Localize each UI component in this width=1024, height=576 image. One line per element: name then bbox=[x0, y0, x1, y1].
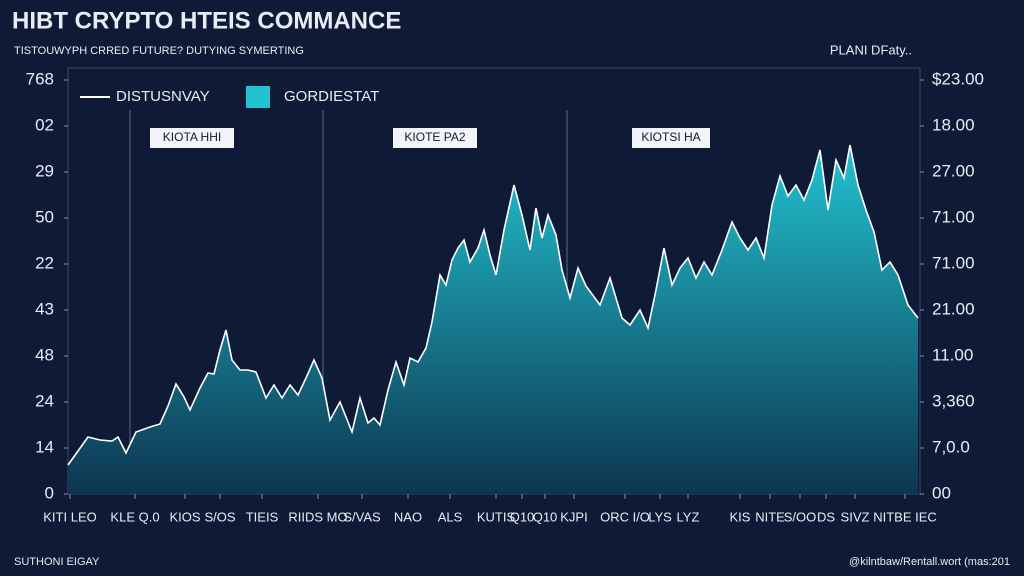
y-tick-label: 48 bbox=[35, 345, 54, 364]
x-tick-label: S/VAS bbox=[343, 509, 381, 524]
line bbox=[67, 144, 919, 466]
y-tick-label: 14 bbox=[35, 437, 54, 456]
legend-label: DISTUSNVAY bbox=[116, 88, 210, 105]
annotation-box bbox=[150, 128, 234, 148]
y2-tick-label: 3,360 bbox=[932, 391, 975, 410]
x-tick-label: S/OS bbox=[204, 509, 235, 524]
x-tick-label: TIEIS bbox=[246, 509, 279, 524]
legend-swatch bbox=[246, 86, 270, 108]
plot-area bbox=[67, 144, 919, 494]
x-tick-label: ORC I/O bbox=[600, 509, 650, 524]
annotation: KIOTA HHI bbox=[163, 130, 221, 144]
footer-right: @kilntbaw/Rentall.wort (mas:201 bbox=[849, 556, 1010, 568]
x-tick-label: KITI LEO bbox=[43, 509, 96, 524]
y-tick-label: 43 bbox=[35, 299, 54, 318]
y2-tick-label: 18.00 bbox=[932, 115, 975, 134]
x-tick-label: LYS bbox=[648, 509, 672, 524]
y2-tick-label: 27.00 bbox=[932, 161, 975, 180]
x-tick-label: ALS bbox=[438, 509, 463, 524]
x-tick-label: KLE Q.0 bbox=[110, 509, 159, 524]
footer-left: SUTHONI EIGAY bbox=[14, 556, 100, 568]
x-tick-label: KUTIS bbox=[477, 509, 516, 524]
y2-tick-label: 7,0.0 bbox=[932, 437, 970, 456]
x-tick-label: KIS bbox=[730, 509, 751, 524]
annotation-box bbox=[393, 128, 477, 148]
y-tick-label: 22 bbox=[35, 253, 54, 272]
chart-title: HIBT CRYPTO HTEIS COMMANCE bbox=[12, 7, 401, 34]
y-tick-label: 02 bbox=[35, 115, 54, 134]
legend-label: GORDIESTAT bbox=[284, 88, 379, 105]
x-tick-label: KJPI bbox=[560, 509, 587, 524]
x-tick-label: NAO bbox=[394, 509, 422, 524]
y2-tick-label: 00 bbox=[932, 483, 951, 502]
x-tick-label: LYZ bbox=[677, 509, 700, 524]
x-tick-label: Q10 bbox=[510, 509, 535, 524]
x-tick-label: Q10 bbox=[533, 509, 558, 524]
x-tick-label: S/OO bbox=[784, 509, 817, 524]
x-tick-label: SIVZ bbox=[841, 509, 870, 524]
area bbox=[68, 145, 918, 494]
chart-subtitle: TISTOUWYPH CRRED FUTURE? DUTYING SYMERTI… bbox=[14, 45, 304, 57]
y2-tick-label: 11.00 bbox=[932, 345, 973, 364]
annotation-box bbox=[632, 128, 710, 148]
annotation: KIOTE PA2 bbox=[404, 130, 465, 144]
x-tick-label: KIOS bbox=[169, 509, 200, 524]
y-tick-label: 24 bbox=[35, 391, 54, 410]
x-tick-label: NITE bbox=[755, 509, 785, 524]
y-tick-label: 0 bbox=[45, 483, 54, 502]
y-tick-label: 29 bbox=[35, 161, 54, 180]
annotation: KIOTSI HA bbox=[641, 130, 700, 144]
y2-tick-label: 71.00 bbox=[932, 253, 975, 272]
x-tick-label: NITBE IEC bbox=[873, 509, 937, 524]
y2-tick-label: $23.00 bbox=[932, 69, 984, 88]
corner-label: PLANI DFaty.. bbox=[830, 42, 912, 57]
x-tick-label: RIIDS MO bbox=[288, 509, 347, 524]
y-tick-label: 50 bbox=[35, 207, 54, 226]
y2-tick-label: 21.00 bbox=[932, 299, 975, 318]
y2-tick-label: 71.00 bbox=[932, 207, 975, 226]
x-tick-label: DS bbox=[817, 509, 835, 524]
y-tick-label: 768 bbox=[26, 69, 54, 88]
